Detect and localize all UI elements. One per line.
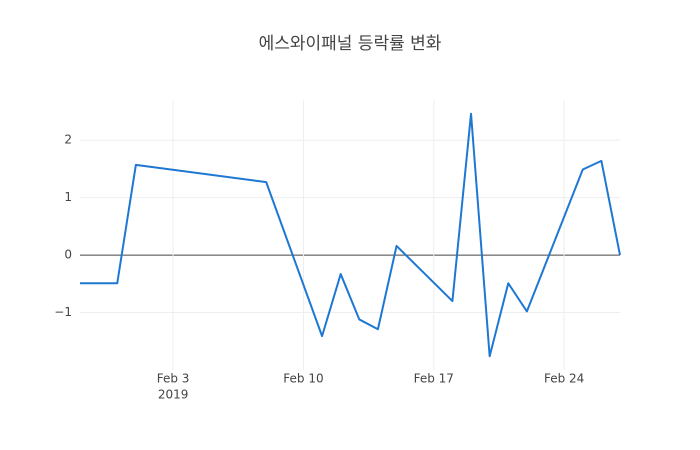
y-tick-label: 2	[64, 133, 72, 147]
x-tick-label: Feb 24	[544, 372, 584, 386]
line	[80, 112, 621, 358]
y-tick-label: 0	[64, 248, 72, 262]
x-tick-label: Feb 10	[283, 372, 323, 386]
x-year-label: 2019	[158, 388, 189, 402]
y-tick-label: −1	[54, 305, 72, 319]
y-tick-label: 1	[64, 190, 72, 204]
x-tick-label: Feb 17	[414, 372, 454, 386]
x-tick-label: Feb 3	[157, 372, 190, 386]
chart-title: 에스와이패널 등락률 변화	[259, 34, 442, 54]
